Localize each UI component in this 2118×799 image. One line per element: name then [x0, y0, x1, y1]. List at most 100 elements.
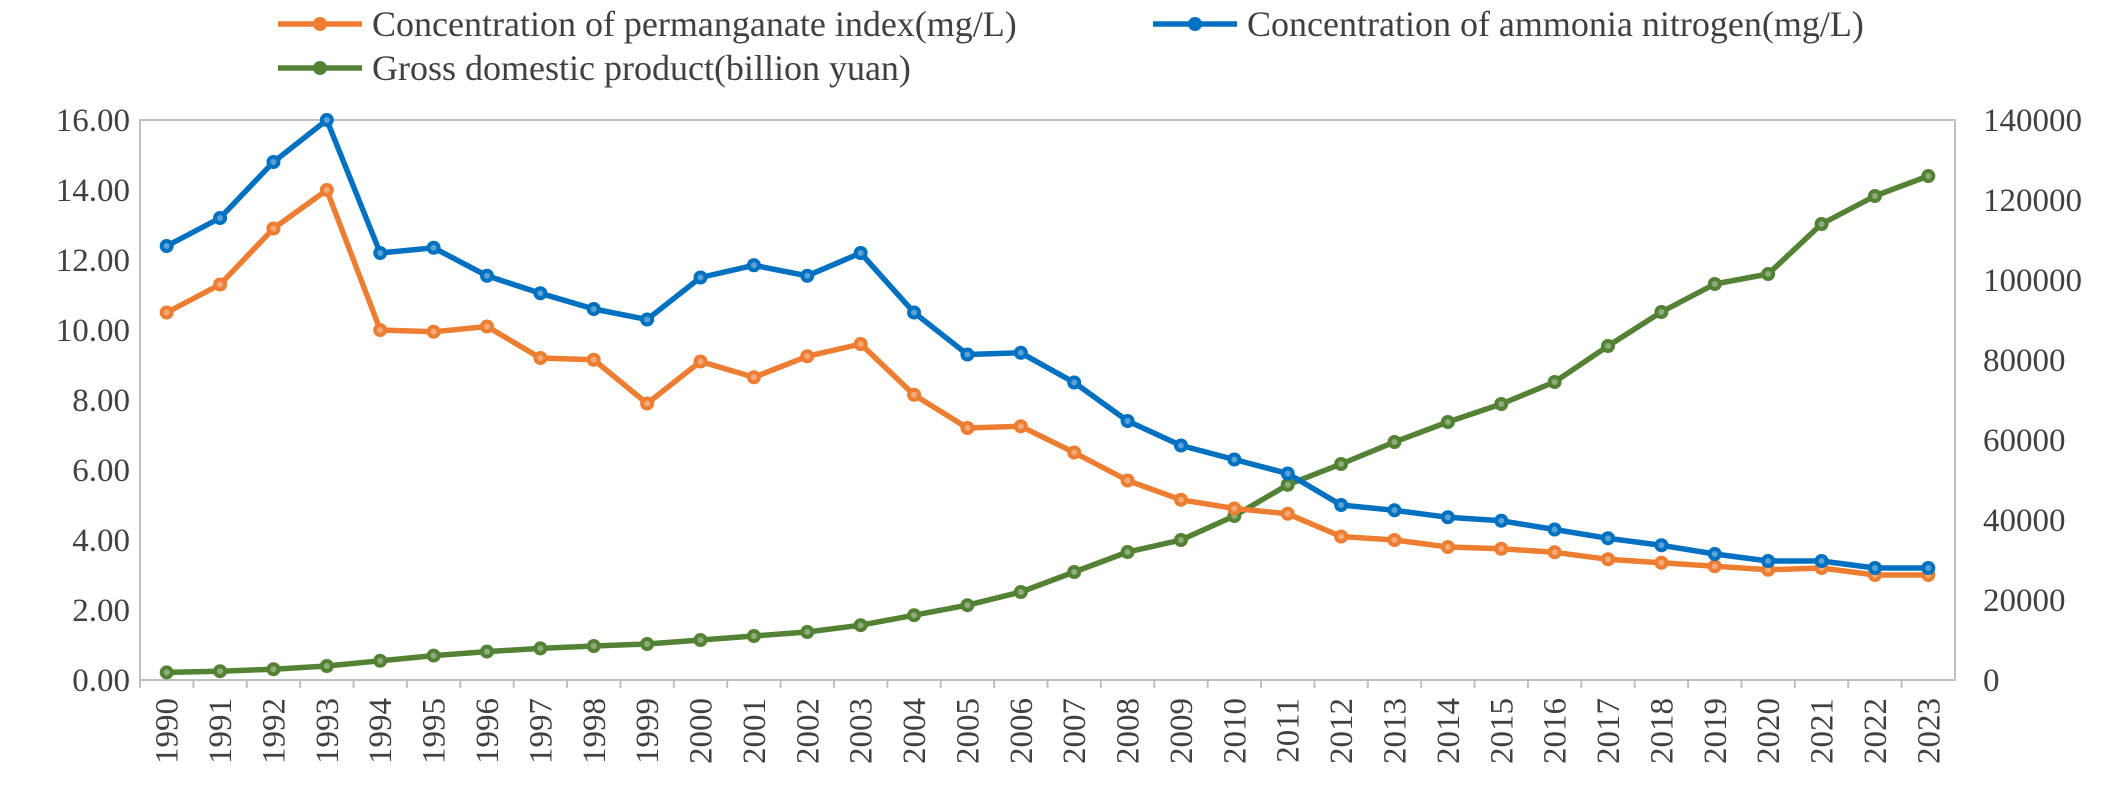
- data-point-highlight: [537, 355, 544, 361]
- data-point-highlight: [537, 645, 544, 652]
- y-tick-label: 16.00: [56, 103, 130, 139]
- data-point-highlight: [323, 663, 330, 669]
- data-point: [586, 302, 601, 316]
- data-point: [213, 664, 228, 679]
- data-point-highlight: [1071, 379, 1078, 386]
- data-point-highlight: [1605, 535, 1612, 542]
- data-point-highlight: [804, 353, 811, 360]
- x-tick-label: 2001: [737, 698, 773, 764]
- data-point: [853, 246, 868, 260]
- data-point-highlight: [1124, 477, 1131, 484]
- data-point-highlight: [377, 327, 384, 333]
- data-point: [1921, 169, 1936, 183]
- x-tick-label: 1993: [310, 698, 346, 764]
- data-point: [1547, 375, 1562, 389]
- x-tick-label: 2022: [1858, 698, 1894, 764]
- data-point: [479, 319, 494, 334]
- data-point-highlight: [1605, 556, 1612, 563]
- series-2: [159, 169, 1936, 680]
- data-point-highlight: [270, 666, 277, 673]
- data-point: [533, 641, 548, 656]
- data-point-highlight: [270, 159, 277, 165]
- y2-tick-label: 80000: [1983, 343, 2066, 379]
- data-point-highlight: [483, 272, 490, 279]
- data-point: [1280, 466, 1295, 481]
- data-point-highlight: [1765, 271, 1772, 277]
- x-tick-label: 2007: [1057, 698, 1093, 764]
- x-tick-label: 2023: [1911, 698, 1947, 764]
- x-tick-label: 1994: [363, 698, 399, 764]
- data-point-highlight: [1498, 401, 1505, 407]
- data-point: [693, 270, 708, 285]
- data-point-highlight: [1338, 533, 1345, 540]
- data-point-highlight: [697, 358, 704, 365]
- legend: Concentration of permanganate index(mg/L…: [278, 4, 1864, 88]
- data-point: [1013, 419, 1028, 434]
- x-tick-label: 2014: [1431, 698, 1467, 764]
- legend-item-2: Gross domestic product(billion yuan): [278, 48, 911, 88]
- x-tick-label: 2020: [1751, 698, 1787, 764]
- data-point: [800, 268, 815, 283]
- data-point-highlight: [1925, 565, 1932, 571]
- data-point: [1814, 554, 1829, 568]
- data-point-highlight: [911, 309, 918, 316]
- data-point: [479, 644, 494, 659]
- data-point-highlight: [163, 309, 170, 316]
- data-point-highlight: [430, 652, 437, 659]
- data-point-highlight: [1818, 221, 1825, 227]
- y-tick-label: 8.00: [72, 383, 130, 419]
- data-point-highlight: [1231, 456, 1238, 463]
- data-point: [1814, 217, 1829, 231]
- data-point-highlight: [483, 323, 490, 330]
- data-point-highlight: [163, 243, 170, 249]
- data-point-highlight: [1551, 549, 1558, 556]
- legend-item-1: Concentration of ammonia nitrogen(mg/L): [1153, 4, 1864, 44]
- data-point: [1387, 503, 1402, 518]
- data-point: [907, 305, 922, 320]
- y-tick-label: 4.00: [72, 523, 130, 559]
- x-tick-label: 2010: [1217, 698, 1253, 764]
- data-point: [907, 608, 922, 623]
- data-point: [1654, 555, 1669, 570]
- data-point-highlight: [1391, 537, 1398, 543]
- data-point-highlight: [323, 117, 330, 123]
- data-point-highlight: [430, 244, 437, 251]
- data-point: [1120, 473, 1135, 488]
- data-point-highlight: [804, 272, 811, 279]
- data-point-highlight: [590, 643, 597, 649]
- x-tick-label: 2012: [1324, 698, 1360, 764]
- x-tick-label: 2003: [844, 698, 880, 764]
- x-tick-label: 1995: [417, 698, 453, 764]
- data-point-highlight: [270, 225, 277, 232]
- data-point: [800, 625, 815, 639]
- series-layer: [159, 113, 1936, 680]
- data-point: [1440, 540, 1455, 554]
- legend-label: Concentration of ammonia nitrogen(mg/L): [1247, 4, 1864, 44]
- data-point: [640, 312, 655, 327]
- data-point: [746, 370, 761, 385]
- data-point: [853, 337, 868, 351]
- data-point: [1867, 189, 1882, 203]
- data-point-highlight: [537, 290, 544, 297]
- data-point-highlight: [1017, 349, 1024, 356]
- left-y-axis: 0.00 2.00 4.00 6.00 8.00 10.00 12.00 14.00 16.00: [56, 103, 130, 699]
- data-point-highlight: [1338, 461, 1345, 467]
- data-point: [746, 258, 761, 273]
- data-point: [1120, 545, 1135, 559]
- data-point-highlight: [1658, 309, 1665, 315]
- data-point: [159, 305, 174, 320]
- data-point: [800, 349, 815, 364]
- plot-area: [139, 119, 1956, 681]
- data-point: [159, 665, 174, 680]
- data-point: [960, 347, 975, 362]
- legend-swatch-marker: [313, 61, 327, 75]
- data-point: [1654, 305, 1669, 319]
- data-point-highlight: [644, 316, 651, 323]
- data-point: [1761, 267, 1776, 281]
- data-point-highlight: [1444, 514, 1451, 521]
- data-point: [1440, 510, 1455, 525]
- data-point-highlight: [1711, 563, 1718, 570]
- data-point: [1387, 533, 1402, 547]
- x-tick-label: 2005: [950, 698, 986, 764]
